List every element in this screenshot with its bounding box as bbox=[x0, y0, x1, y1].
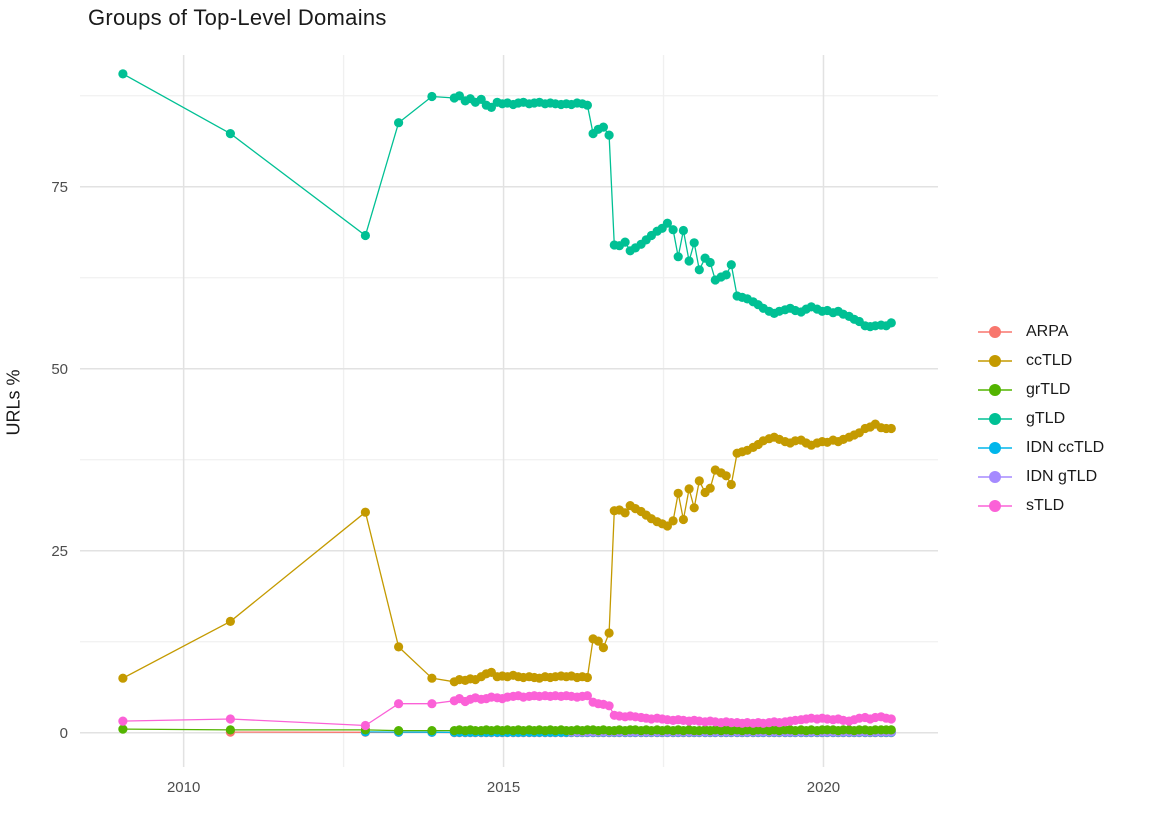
series-stld bbox=[118, 691, 896, 731]
series-line-cctld bbox=[122, 423, 892, 683]
x-tick-label: 2020 bbox=[807, 779, 840, 796]
data-point-stld bbox=[886, 714, 896, 724]
data-point-cctld bbox=[705, 483, 715, 493]
series-line-gtld bbox=[122, 73, 892, 328]
data-point-gtld bbox=[225, 129, 235, 139]
legend-item-gtld: gTLD bbox=[978, 409, 1104, 429]
data-point-cctld bbox=[427, 673, 437, 683]
data-point-gtld bbox=[662, 218, 673, 228]
data-point-gtld bbox=[705, 257, 715, 268]
data-point-cctld bbox=[620, 508, 630, 518]
legend: ARPA ccTLD grTLD gTLD IDN ccTLD IDN gTLD sTLD bbox=[978, 322, 1104, 516]
legend-label: IDN gTLD bbox=[1026, 468, 1098, 485]
data-point-cctld bbox=[668, 516, 678, 526]
data-point-stld bbox=[582, 691, 593, 701]
data-point-gtld bbox=[394, 118, 404, 128]
data-point-gtld bbox=[668, 225, 678, 235]
y-tick-label: 0 bbox=[60, 725, 68, 742]
data-point-gtld bbox=[684, 256, 694, 266]
legend-label: ccTLD bbox=[1026, 352, 1073, 369]
legend-item-arpa: ARPA bbox=[978, 322, 1104, 342]
y-tick-label: 75 bbox=[51, 179, 68, 196]
data-point-gtld bbox=[598, 122, 609, 132]
data-point-stld bbox=[604, 701, 614, 711]
data-point-cctld bbox=[684, 484, 694, 494]
x-tick-label: 2010 bbox=[167, 779, 200, 796]
data-point-gtld bbox=[721, 270, 731, 280]
data-point-stld bbox=[225, 714, 235, 724]
data-point-gtld bbox=[118, 69, 128, 79]
data-point-cctld bbox=[604, 628, 614, 638]
data-point-gtld bbox=[620, 237, 630, 247]
axis-tick-labels: 0 25 50 75 2010 2015 2020 bbox=[51, 179, 840, 796]
data-point-gtld bbox=[360, 230, 370, 241]
data-point-cctld bbox=[886, 423, 896, 434]
y-tick-label: 50 bbox=[51, 361, 68, 378]
data-point-gtld bbox=[726, 260, 736, 270]
data-point-grtld bbox=[427, 726, 437, 736]
data-point-grtld bbox=[886, 725, 896, 735]
grid-minor bbox=[80, 55, 938, 767]
data-point-stld bbox=[118, 716, 128, 726]
data-point-cctld bbox=[673, 488, 683, 498]
data-point-gtld bbox=[689, 238, 699, 248]
data-point-gtld bbox=[604, 130, 614, 140]
data-point-gtld bbox=[427, 91, 437, 102]
data-point-cctld bbox=[593, 636, 603, 646]
legend-label: IDN ccTLD bbox=[1026, 439, 1105, 456]
series-gtld bbox=[118, 69, 896, 332]
legend-key-icon bbox=[978, 383, 1012, 397]
legend-key-icon bbox=[978, 441, 1012, 455]
legend-label: ARPA bbox=[1026, 323, 1069, 340]
chart-title: Groups of Top-Level Domains bbox=[88, 5, 387, 30]
data-point-stld bbox=[427, 699, 437, 709]
legend-item-idn-gtld: IDN gTLD bbox=[978, 467, 1104, 487]
grid-major bbox=[80, 55, 938, 767]
x-tick-label: 2015 bbox=[487, 779, 520, 796]
data-point-stld bbox=[394, 699, 404, 709]
series-grtld bbox=[118, 724, 896, 736]
series-cctld bbox=[118, 419, 896, 687]
data-point-cctld bbox=[694, 476, 704, 486]
data-point-cctld bbox=[225, 616, 235, 627]
legend-key-icon bbox=[978, 412, 1012, 426]
data-point-cctld bbox=[118, 673, 128, 683]
data-point-cctld bbox=[726, 479, 736, 490]
data-point-gtld bbox=[582, 100, 593, 110]
legend-item-grtld: grTLD bbox=[978, 380, 1104, 400]
data-point-grtld bbox=[118, 724, 128, 734]
legend-key-icon bbox=[978, 470, 1012, 484]
legend-label: sTLD bbox=[1026, 497, 1065, 514]
legend-item-stld: sTLD bbox=[978, 496, 1104, 516]
data-point-gtld bbox=[678, 225, 689, 236]
data-point-cctld bbox=[598, 643, 609, 653]
data-point-gtld bbox=[694, 265, 704, 275]
legend-label: gTLD bbox=[1026, 410, 1066, 427]
y-axis-title: URLs % bbox=[3, 369, 24, 436]
legend-key-icon bbox=[978, 354, 1012, 368]
data-point-gtld bbox=[673, 252, 683, 262]
data-point-stld bbox=[360, 720, 370, 731]
data-point-gtld bbox=[886, 318, 896, 328]
data-point-cctld bbox=[689, 503, 699, 513]
data-point-cctld bbox=[721, 471, 731, 481]
data-point-cctld bbox=[394, 642, 404, 652]
legend-item-cctld: ccTLD bbox=[978, 351, 1104, 371]
y-tick-label: 25 bbox=[51, 543, 68, 560]
legend-key-icon bbox=[978, 499, 1012, 513]
data-point-cctld bbox=[360, 507, 370, 517]
legend-key-icon bbox=[978, 325, 1012, 339]
legend-item-idn-cctld: IDN ccTLD bbox=[978, 438, 1104, 458]
data-point-grtld bbox=[394, 726, 404, 736]
data-point-grtld bbox=[225, 725, 235, 735]
legend-label: grTLD bbox=[1026, 381, 1071, 398]
data-point-cctld bbox=[582, 672, 593, 683]
data-point-cctld bbox=[678, 514, 689, 525]
